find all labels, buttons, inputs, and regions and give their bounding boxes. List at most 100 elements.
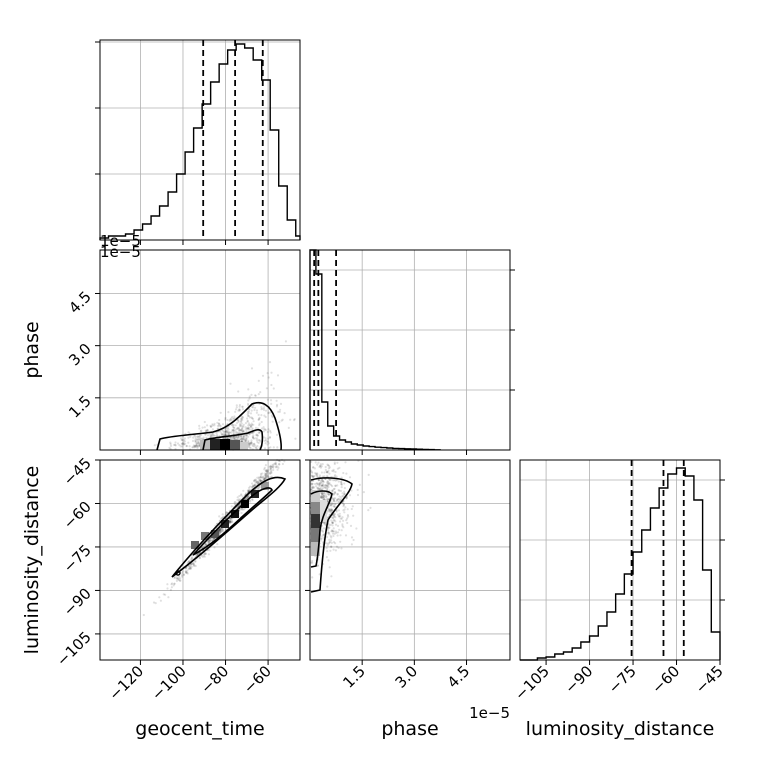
- scatter-point: [253, 479, 256, 482]
- scatter-point: [259, 440, 262, 443]
- scatter-point: [263, 478, 266, 481]
- scatter-point: [213, 422, 216, 425]
- scatter-point: [330, 575, 333, 578]
- x-tick-label: 4.5: [444, 662, 474, 692]
- scatter-point: [274, 461, 277, 464]
- scatter-point: [362, 491, 365, 494]
- scatter-point: [319, 537, 322, 541]
- scatter-point: [236, 436, 239, 439]
- scatter-point: [331, 530, 334, 533]
- scatter-point: [266, 430, 269, 434]
- scatter-point: [318, 573, 321, 576]
- scatter-point: [333, 505, 336, 508]
- scatter-point: [269, 472, 272, 475]
- scatter-point: [174, 444, 177, 447]
- scatter-point: [192, 563, 195, 566]
- scatter-point: [332, 534, 335, 538]
- scatter-point: [283, 412, 286, 415]
- scatter-point: [254, 426, 258, 429]
- scatter-point: [243, 437, 246, 440]
- scatter-point: [252, 479, 256, 482]
- scatter-point: [187, 560, 190, 563]
- scatter-point: [240, 440, 243, 443]
- scatter-point: [333, 515, 336, 518]
- scatter-point: [276, 465, 279, 468]
- scatter-point: [179, 579, 182, 582]
- scatter-point: [270, 470, 273, 473]
- scatter-point: [272, 465, 275, 468]
- scatter-point: [177, 577, 180, 580]
- scatter-point: [268, 361, 272, 364]
- scatter-point: [242, 489, 245, 492]
- scatter-point: [258, 424, 261, 427]
- scatter-point: [179, 445, 182, 448]
- scatter-point: [200, 429, 203, 432]
- scatter-point: [237, 390, 240, 393]
- scatter-point: [221, 429, 225, 432]
- scatter-point: [225, 431, 228, 434]
- frame-hist-geocent-time: [99, 39, 301, 241]
- scatter-point: [248, 446, 251, 449]
- scatter-point: [317, 479, 320, 482]
- scatter-point: [267, 437, 270, 440]
- scatter-point: [238, 431, 241, 434]
- scatter-point: [322, 496, 325, 500]
- scatter-point: [318, 482, 321, 485]
- scatter-point: [332, 468, 335, 471]
- scatter-point: [218, 515, 221, 518]
- scatter-point: [229, 436, 232, 439]
- scatter-point: [241, 438, 244, 441]
- ticks-hist-luminosity-distance: −105 −90 −75 −60 −45: [511, 479, 727, 704]
- x-tick-label: −45: [692, 662, 727, 697]
- scatter-point: [310, 482, 313, 485]
- scatter-point: [230, 505, 233, 508]
- scatter-point: [331, 530, 334, 533]
- scatter-point: [255, 434, 258, 437]
- scatter-point: [169, 447, 172, 450]
- scatter-point: [228, 520, 231, 523]
- scatter-point: [255, 409, 259, 412]
- scatter-point: [352, 514, 355, 517]
- scatter-point: [322, 480, 325, 483]
- scatter-point: [247, 426, 250, 429]
- contour-outer-phase-geocent: [156, 401, 282, 451]
- scatter-point: [232, 432, 235, 435]
- scatter-point: [318, 474, 321, 477]
- scatter-point: [242, 430, 245, 433]
- scatter-point: [229, 382, 232, 385]
- scatter-point: [245, 436, 248, 439]
- scatter-point: [310, 561, 313, 564]
- scatter-point: [206, 429, 209, 432]
- scatter-point: [330, 483, 333, 487]
- density-dist-vs-phase: [311, 490, 327, 556]
- scatter-point: [342, 505, 345, 508]
- scatter-point: [342, 526, 345, 529]
- scatter-point: [247, 414, 250, 418]
- scatter-point: [329, 549, 332, 552]
- scatter-point: [250, 367, 254, 370]
- scatter-point: [260, 414, 263, 417]
- scatter-point: [241, 427, 244, 430]
- scatter-point: [262, 428, 265, 431]
- scatter-point: [240, 434, 243, 437]
- scatter-point: [240, 418, 243, 421]
- panel-dist-vs-geocent: −120 −100 −80 −60−45−60−75−90−105: [53, 454, 301, 704]
- scatter-point: [284, 340, 287, 343]
- scatter-point: [260, 479, 263, 483]
- scatter-point: [325, 535, 329, 539]
- scatter-point: [259, 476, 262, 479]
- scatter-point: [245, 437, 248, 440]
- scatter-point: [235, 431, 238, 434]
- scatter-point: [188, 564, 191, 567]
- scatter-point: [247, 404, 250, 407]
- scatter-point: [253, 480, 256, 483]
- scatter-point: [244, 434, 248, 437]
- scatter-point: [287, 426, 290, 429]
- scatter-point: [235, 438, 238, 441]
- scatter-point: [316, 482, 319, 485]
- contour-island: [175, 570, 181, 576]
- scatter-point: [195, 440, 198, 443]
- scatter-point: [257, 477, 260, 480]
- scatter-point: [240, 424, 243, 427]
- scatter-point: [228, 436, 231, 439]
